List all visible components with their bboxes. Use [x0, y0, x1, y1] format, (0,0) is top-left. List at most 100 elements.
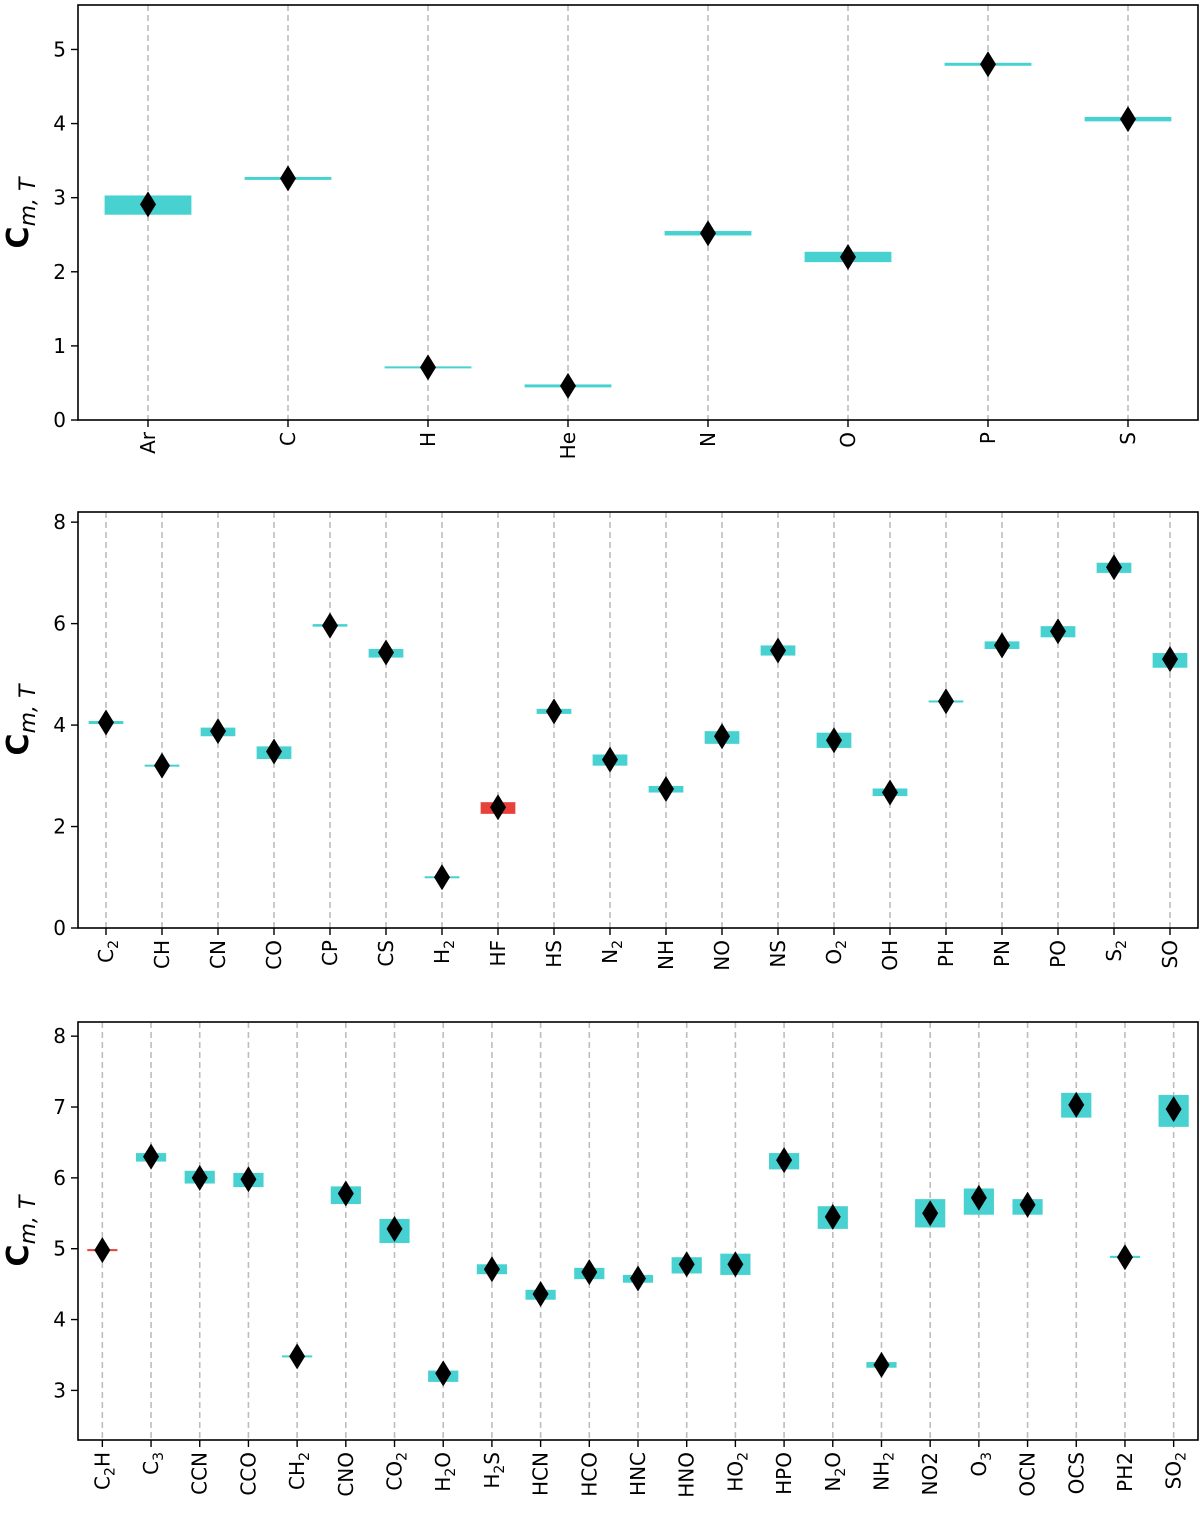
- value-marker: [994, 632, 1010, 659]
- x-tick-label: C3: [139, 1452, 167, 1475]
- value-marker: [1019, 1191, 1036, 1218]
- value-marker: [434, 864, 450, 891]
- x-tick-label: He: [556, 432, 580, 459]
- value-marker: [483, 1256, 500, 1283]
- x-tick-label: C2H: [90, 1452, 118, 1490]
- value-marker: [154, 752, 170, 779]
- axes-frame: [77, 4, 1199, 421]
- value-marker: [490, 794, 506, 821]
- value-marker: [1165, 1096, 1182, 1123]
- value-marker: [140, 191, 156, 218]
- x-tick-label: H2: [430, 940, 458, 964]
- value-marker: [191, 1164, 208, 1191]
- x-tick-label: OCN: [1016, 1452, 1040, 1497]
- value-marker: [882, 779, 898, 806]
- value-marker: [602, 746, 618, 773]
- x-tick-label: CO2: [383, 1452, 411, 1491]
- y-tick-label: 4: [53, 713, 66, 737]
- x-tick-label: CH2: [285, 1452, 313, 1490]
- x-tick-label: HNO: [675, 1452, 699, 1498]
- value-marker: [727, 1251, 744, 1278]
- value-marker: [1068, 1091, 1085, 1118]
- value-marker: [560, 372, 576, 399]
- value-marker: [266, 738, 282, 765]
- x-tick-label: O: [836, 432, 860, 448]
- value-marker: [630, 1265, 646, 1292]
- y-tick-label: 2: [53, 815, 66, 839]
- value-marker: [824, 1203, 841, 1230]
- x-tick-label: HF: [486, 940, 510, 967]
- value-marker: [94, 1237, 111, 1264]
- y-axis-label: Cm, T: [1, 1194, 41, 1266]
- value-marker: [922, 1200, 939, 1227]
- value-marker: [1120, 106, 1136, 133]
- y-axis-label: Cm, T: [1, 176, 41, 248]
- x-tick-label: C: [276, 432, 300, 446]
- x-tick-label: P: [976, 432, 1000, 444]
- x-tick-label: SO: [1158, 940, 1182, 968]
- x-tick-label: S: [1116, 432, 1140, 445]
- y-tick-label: 4: [53, 1308, 66, 1332]
- value-marker: [980, 51, 996, 78]
- x-tick-label: CNO: [334, 1452, 358, 1497]
- axes-frame: [77, 511, 1199, 929]
- value-marker: [826, 727, 842, 754]
- value-marker: [970, 1184, 987, 1211]
- y-tick-label: 4: [53, 112, 66, 136]
- value-marker: [700, 220, 716, 247]
- value-marker: [1050, 618, 1066, 645]
- value-marker: [678, 1251, 695, 1278]
- chart-panel-2: 0 2 4 6 8 C2 CH CN CO CP CS H2 HF HS N2 NH NO NS O2 OH PH PN P…: [1, 510, 1199, 971]
- x-tick-label: OCS: [1064, 1452, 1088, 1494]
- x-tick-label: O3: [967, 1452, 995, 1477]
- value-marker: [210, 718, 226, 745]
- x-tick-label: HCO: [577, 1452, 601, 1497]
- x-tick-label: Ar: [136, 431, 160, 454]
- y-tick-label: 6: [53, 612, 66, 636]
- y-tick-label: 0: [53, 916, 66, 940]
- y-tick-label: 6: [53, 1166, 66, 1190]
- y-tick-label: 5: [53, 37, 66, 61]
- x-tick-label: S2: [1102, 940, 1130, 962]
- x-tick-label: CS: [374, 940, 398, 967]
- value-marker: [280, 165, 296, 192]
- x-tick-label: NO2: [918, 1452, 942, 1495]
- value-marker: [143, 1143, 160, 1170]
- value-marker: [337, 1180, 354, 1207]
- x-tick-label: CH: [150, 940, 174, 969]
- value-marker: [386, 1215, 403, 1242]
- x-tick-label: O2: [822, 940, 850, 965]
- value-marker: [938, 688, 954, 715]
- value-marker: [1116, 1244, 1133, 1271]
- value-marker: [420, 354, 436, 381]
- x-tick-label: HNC: [626, 1452, 650, 1496]
- y-tick-label: 8: [53, 510, 66, 534]
- y-tick-label: 5: [53, 1237, 66, 1261]
- x-tick-label: CO: [262, 940, 286, 970]
- x-tick-label: N: [696, 432, 720, 447]
- x-tick-label: SO2: [1162, 1452, 1190, 1489]
- value-marker: [770, 637, 786, 664]
- y-tick-label: 1: [53, 334, 66, 358]
- x-tick-label: HO2: [723, 1452, 751, 1492]
- value-marker: [581, 1259, 598, 1286]
- value-marker: [776, 1147, 793, 1174]
- value-marker: [1162, 646, 1178, 673]
- x-tick-label: PH2: [1113, 1452, 1137, 1492]
- value-marker: [532, 1281, 549, 1308]
- y-tick-label: 0: [53, 408, 66, 432]
- x-tick-label: HPO: [772, 1452, 796, 1495]
- x-tick-label: CCN: [188, 1452, 212, 1495]
- y-tick-label: 3: [53, 1378, 66, 1402]
- y-tick-label: 7: [53, 1095, 66, 1119]
- x-tick-label: PN: [990, 940, 1014, 967]
- value-marker: [378, 639, 394, 666]
- x-tick-label: CN: [206, 940, 230, 969]
- x-tick-label: H2S: [480, 1452, 508, 1489]
- chart-panel-1: 0 1 2 3 4 5 Ar C H He N O P S Cm, T: [1, 4, 1199, 459]
- x-tick-label: NH: [654, 940, 678, 970]
- x-tick-label: NH2: [869, 1452, 897, 1491]
- x-tick-label: PO: [1046, 940, 1070, 968]
- y-tick-label: 2: [53, 260, 66, 284]
